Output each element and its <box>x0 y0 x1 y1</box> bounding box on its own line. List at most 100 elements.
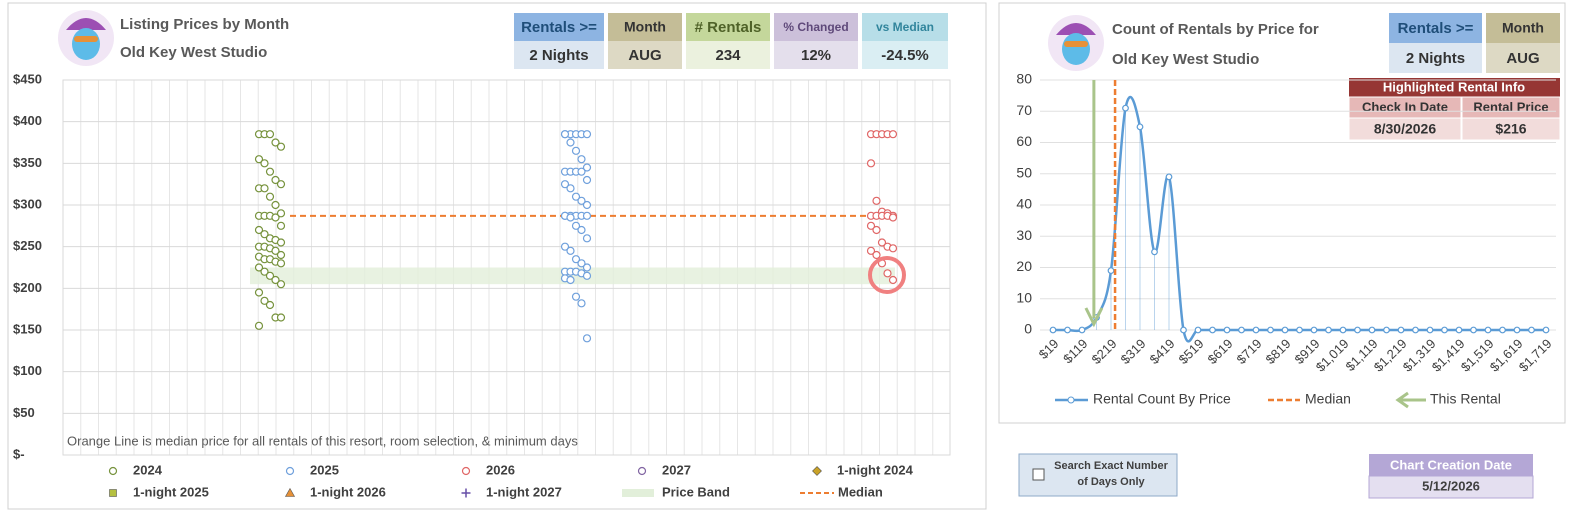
point <box>1397 326 1405 334</box>
point <box>271 246 280 255</box>
info-header: # Rentals <box>695 19 762 36</box>
info-value: 12% <box>801 47 831 64</box>
point <box>1528 326 1535 334</box>
info-value: 2 Nights <box>1406 50 1465 67</box>
point <box>582 200 592 210</box>
date-header: Chart Creation Date <box>1390 457 1512 472</box>
date-value-cell <box>1368 475 1534 499</box>
chart-subtitle: Old Key West Studio <box>120 44 267 61</box>
date-header-cell <box>1369 454 1533 476</box>
point <box>877 238 887 247</box>
point <box>260 159 269 168</box>
y-tick-label: $350 <box>13 155 42 170</box>
point <box>1107 267 1115 275</box>
legend-label: 1-night 2027 <box>486 484 562 499</box>
point <box>1383 326 1390 334</box>
point <box>566 138 575 147</box>
point <box>1339 326 1347 334</box>
point <box>566 246 575 255</box>
point <box>582 234 592 243</box>
legend-marker <box>285 466 295 476</box>
point <box>1078 326 1086 334</box>
checkbox[interactable] <box>1032 468 1045 481</box>
legend-label: 1-night 2024 <box>837 462 914 477</box>
legend-arrow <box>1395 391 1426 409</box>
point <box>254 155 264 164</box>
point <box>1165 173 1173 181</box>
chart-title: Listing Prices by Month <box>120 16 289 33</box>
y-tick-label: $400 <box>13 113 42 128</box>
legend-label: 2025 <box>310 462 339 477</box>
y-tick-label: $100 <box>13 363 42 378</box>
legend-marker <box>108 466 118 476</box>
point <box>260 296 269 305</box>
point <box>1252 326 1260 334</box>
y-tick-label: $50 <box>13 405 35 420</box>
price-band <box>250 267 895 285</box>
legend-label: Price Band <box>662 484 730 499</box>
point <box>577 155 586 164</box>
legend-marker <box>1067 396 1075 404</box>
legend-label: 1-night 2026 <box>310 484 386 499</box>
point <box>1064 326 1071 334</box>
point <box>1484 326 1492 334</box>
y-tick-label: $150 <box>13 321 42 336</box>
point <box>1281 326 1289 334</box>
point <box>1209 326 1216 334</box>
point <box>276 280 286 289</box>
y-tick-label: 60 <box>1016 133 1032 149</box>
legend-label: 2026 <box>486 462 515 477</box>
info-header-cell <box>1389 13 1482 43</box>
info-header: vs Median <box>876 20 934 34</box>
highlight-value-cell <box>1461 117 1561 141</box>
info-header-cell <box>1486 13 1560 43</box>
point <box>1223 326 1231 334</box>
point <box>872 196 881 205</box>
point <box>276 238 286 247</box>
legend-marker <box>637 466 647 476</box>
point <box>577 299 586 308</box>
point <box>566 184 575 193</box>
point <box>265 130 275 139</box>
point <box>582 163 592 172</box>
point <box>265 192 275 201</box>
point <box>1122 104 1129 112</box>
point <box>571 292 581 301</box>
highlight-value: $216 <box>1495 121 1526 137</box>
point <box>276 142 286 151</box>
point <box>1426 326 1434 334</box>
point <box>260 230 269 239</box>
point <box>1441 326 1448 334</box>
highlight-title: Highlighted Rental Info <box>1383 79 1525 94</box>
y-tick-label: 70 <box>1016 102 1032 118</box>
checkbox-frame <box>1018 453 1178 497</box>
y-tick-label: 0 <box>1024 321 1032 337</box>
legend-label: Median <box>838 484 883 499</box>
annotation: Orange Line is median price for all rent… <box>67 433 578 448</box>
info-value: 234 <box>715 47 741 64</box>
point <box>1180 326 1187 334</box>
point <box>872 250 881 260</box>
point <box>254 288 264 297</box>
info-value: AUG <box>1506 50 1539 67</box>
point <box>577 196 586 205</box>
point <box>1151 248 1158 256</box>
y-tick-label: $200 <box>13 280 42 295</box>
point <box>271 200 280 210</box>
point <box>1513 326 1521 334</box>
info-header-cell <box>862 13 948 41</box>
point <box>1136 123 1144 131</box>
checkbox-control[interactable]: Search Exact Number of Days Only <box>1018 453 1178 497</box>
highlight-header: Rental Price <box>1473 99 1548 114</box>
point <box>1325 326 1332 334</box>
point <box>1194 326 1202 334</box>
point <box>560 130 570 139</box>
info-header: Month <box>1502 20 1544 36</box>
legend-marker <box>109 489 117 497</box>
info-value: AUG <box>628 47 661 64</box>
info-value-cell <box>862 41 948 69</box>
point <box>271 275 280 285</box>
chart-subtitle: Old Key West Studio <box>1112 51 1259 68</box>
